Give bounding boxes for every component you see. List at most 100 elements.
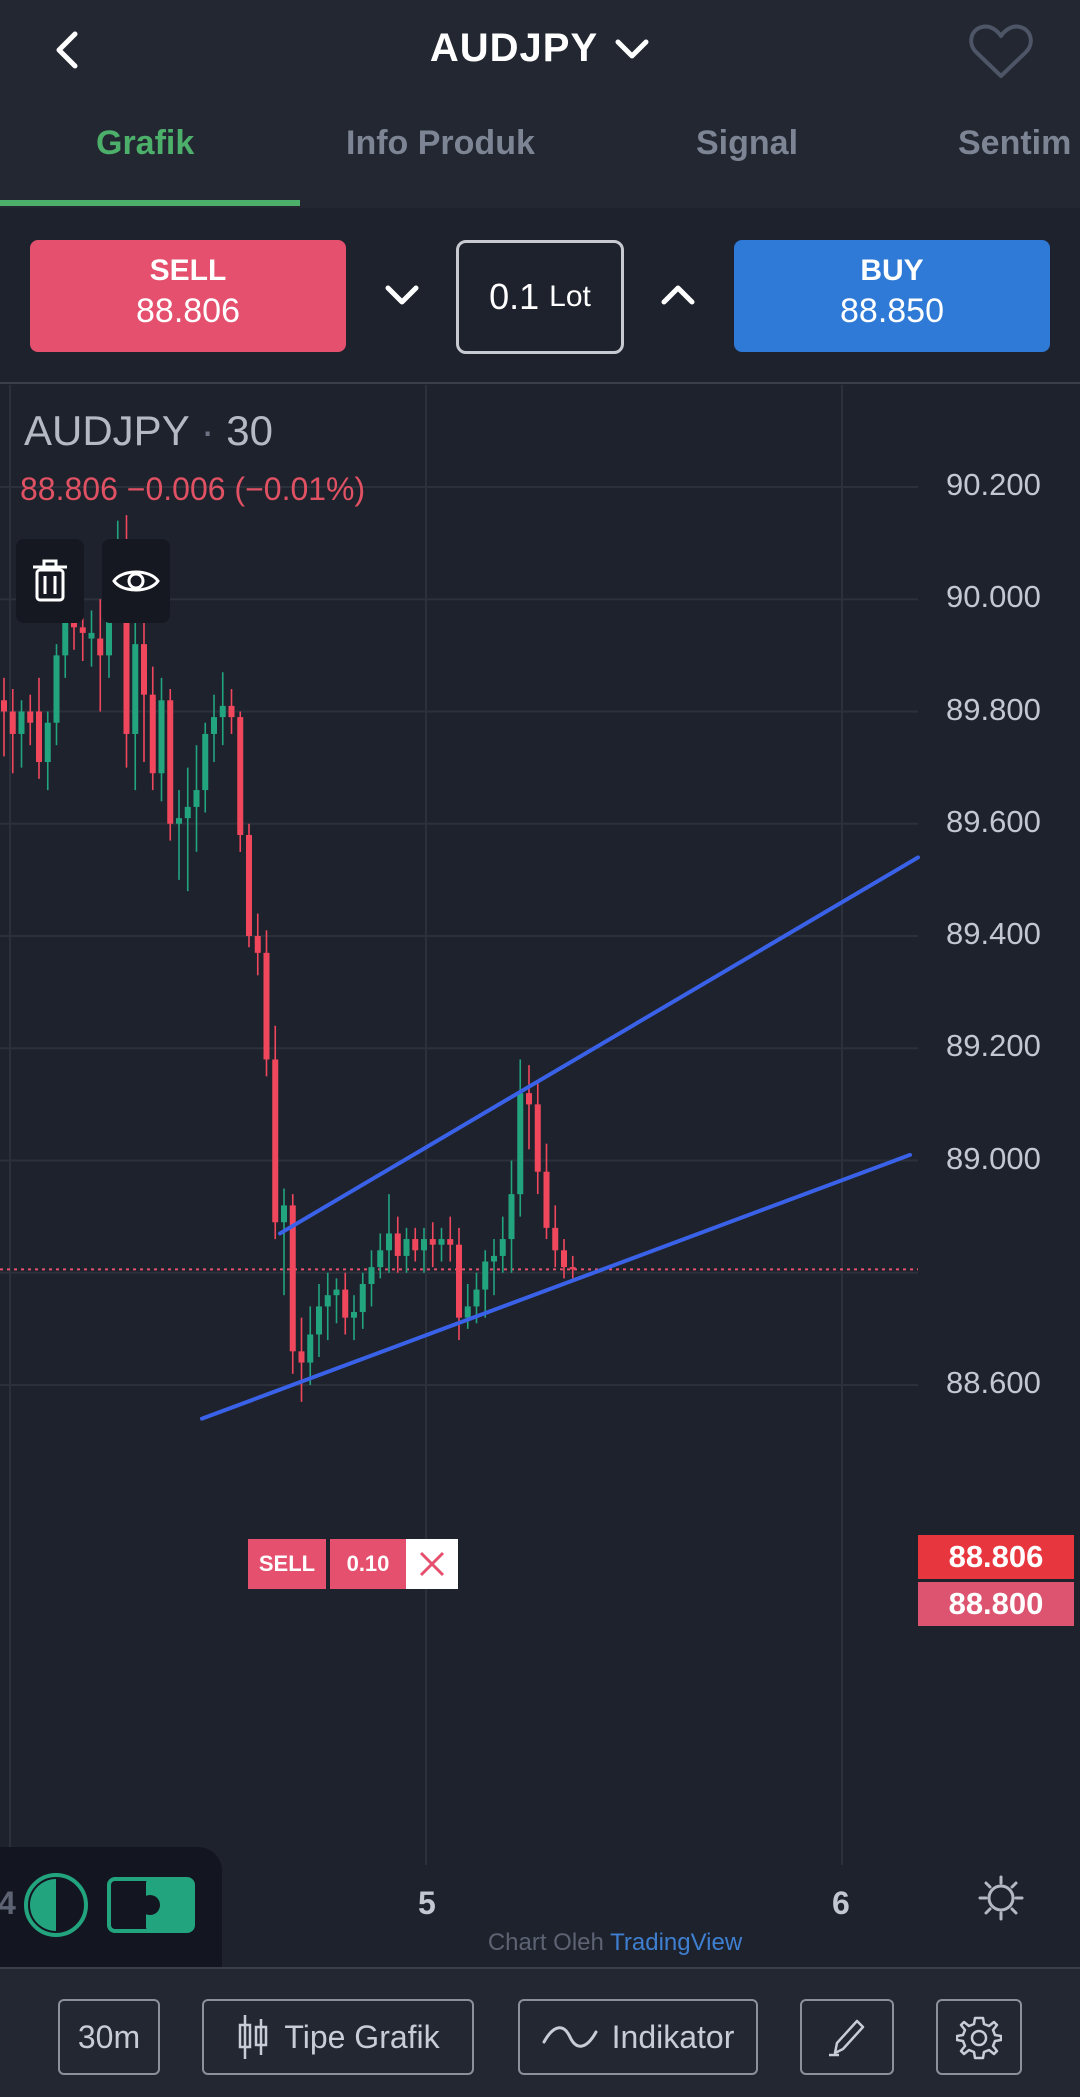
candle-body bbox=[421, 1239, 427, 1251]
price-chart[interactable]: AUDJPY · 30 88.806 −0.006 (−0.01%) 90.20… bbox=[0, 385, 1080, 1967]
chart-symbol: AUDJPY bbox=[24, 407, 189, 454]
candle-body bbox=[79, 627, 86, 633]
candle-body bbox=[508, 1194, 515, 1240]
candle-body bbox=[543, 1171, 550, 1228]
tab-bar: Grafik Info Produk Signal Sentim bbox=[0, 100, 1080, 208]
candle-body bbox=[403, 1239, 410, 1256]
close-order-button[interactable] bbox=[406, 1539, 458, 1589]
y-tick-label: 90.000 bbox=[946, 579, 1041, 615]
settings-button[interactable] bbox=[936, 1999, 1022, 2075]
y-tick-label: 89.000 bbox=[946, 1140, 1041, 1176]
candle-body bbox=[158, 700, 165, 774]
x-label-6: 6 bbox=[832, 1885, 850, 1921]
candle-body bbox=[281, 1205, 287, 1223]
buy-button[interactable]: BUY 88.850 bbox=[734, 240, 1050, 352]
candle-body bbox=[298, 1351, 305, 1363]
candle-body bbox=[88, 632, 95, 639]
bottom-toolbar: 30m Tipe Grafik Indikator bbox=[0, 1967, 1080, 2097]
credit-brand-link[interactable]: TradingView bbox=[610, 1929, 743, 1956]
tab-sentiment[interactable]: Sentim bbox=[958, 124, 1072, 162]
gear-icon bbox=[956, 2016, 1002, 2060]
candle-body bbox=[473, 1289, 480, 1307]
candle-body bbox=[184, 806, 191, 819]
candle-body bbox=[552, 1227, 559, 1251]
lot-increase-icon[interactable] bbox=[656, 274, 700, 318]
close-icon bbox=[419, 1551, 445, 1577]
candle-body bbox=[394, 1233, 401, 1256]
candle-body bbox=[316, 1306, 322, 1335]
x-label-5: 5 bbox=[418, 1885, 436, 1921]
candle-body bbox=[464, 1306, 471, 1318]
candle-body bbox=[499, 1239, 506, 1256]
candle-body bbox=[44, 722, 51, 763]
tab-signal[interactable]: Signal bbox=[696, 124, 799, 162]
lot-decrease-icon[interactable] bbox=[380, 274, 424, 318]
credit-prefix: Chart Oleh bbox=[487, 1929, 604, 1956]
order-side: SELL bbox=[248, 1539, 326, 1589]
trendline[interactable] bbox=[200, 1152, 912, 1421]
candle-body bbox=[141, 644, 147, 695]
candle-body bbox=[246, 834, 252, 936]
candle-body bbox=[569, 1267, 576, 1270]
trendline[interactable] bbox=[278, 855, 920, 1236]
indicator-button[interactable]: Indikator bbox=[518, 1999, 758, 2075]
tab-grafik[interactable]: Grafik bbox=[96, 124, 195, 162]
sell-button[interactable]: SELL 88.806 bbox=[30, 240, 346, 352]
candle-body bbox=[429, 1239, 436, 1245]
chart-settings-icon[interactable] bbox=[978, 1875, 1024, 1921]
candle-body bbox=[132, 644, 139, 734]
chart-interval: 30 bbox=[226, 407, 273, 454]
candle-body bbox=[237, 717, 244, 835]
timeframe-button[interactable]: 30m bbox=[58, 1999, 160, 2075]
candle-body bbox=[219, 705, 226, 718]
y-tick-label: 89.800 bbox=[946, 691, 1041, 727]
chart-type-button[interactable]: Tipe Grafik bbox=[202, 1999, 474, 2075]
chart-symbol-title: AUDJPY · 30 bbox=[24, 407, 273, 455]
candle-body bbox=[193, 790, 200, 807]
candle-body bbox=[18, 711, 25, 734]
candle-body bbox=[534, 1104, 541, 1172]
chevron-down-icon bbox=[615, 39, 649, 58]
header: AUDJPY bbox=[0, 0, 1080, 100]
y-tick-label: 88.600 bbox=[946, 1365, 1041, 1400]
tab-info-produk[interactable]: Info Produk bbox=[346, 124, 535, 162]
candle-body bbox=[97, 638, 104, 656]
price-change: 88.806 −0.006 (−0.01%) bbox=[20, 471, 366, 507]
toggle-visibility-button[interactable] bbox=[102, 539, 170, 623]
candle-body bbox=[342, 1289, 349, 1318]
order-quantity: 0.10 bbox=[330, 1539, 406, 1589]
lot-input[interactable]: 0.1 Lot bbox=[456, 240, 624, 354]
candle-body bbox=[36, 711, 42, 763]
candle-body bbox=[359, 1283, 366, 1313]
candle-body bbox=[149, 694, 156, 774]
theme-toggle-icon[interactable] bbox=[20, 1869, 92, 1941]
candle-body bbox=[62, 610, 69, 656]
candle-body bbox=[351, 1312, 357, 1318]
active-tab-indicator bbox=[0, 200, 300, 206]
indicator-label: Indikator bbox=[611, 2018, 735, 2055]
delete-drawing-button[interactable] bbox=[16, 539, 84, 623]
pen-icon bbox=[829, 2019, 865, 2057]
layout-toggle-icon[interactable] bbox=[106, 1869, 196, 1941]
symbol-selector[interactable]: AUDJPY bbox=[0, 26, 1080, 71]
chart-credit: Chart Oleh TradingView bbox=[0, 1929, 1080, 1957]
candle-body bbox=[377, 1250, 384, 1268]
candle-body bbox=[254, 936, 261, 953]
chevron-left-icon bbox=[56, 31, 78, 69]
candle-body bbox=[307, 1334, 314, 1363]
buy-label: BUY bbox=[860, 254, 924, 287]
candle-body bbox=[438, 1239, 445, 1245]
back-button[interactable] bbox=[40, 22, 96, 78]
candle-body bbox=[176, 818, 182, 824]
candle-body bbox=[412, 1239, 419, 1251]
drawing-tools-button[interactable] bbox=[800, 1999, 894, 2075]
theme-toggle-panel bbox=[0, 1847, 222, 1967]
wave-icon bbox=[542, 2026, 598, 2048]
candlestick-icon bbox=[239, 2015, 268, 2059]
timeframe-label: 30m bbox=[77, 2018, 141, 2055]
heart-icon[interactable] bbox=[968, 22, 1034, 82]
lot-value: 0.1 bbox=[489, 276, 540, 317]
trash-icon bbox=[33, 559, 67, 602]
order-position-tag[interactable]: SELL 0.10 bbox=[248, 1539, 458, 1589]
